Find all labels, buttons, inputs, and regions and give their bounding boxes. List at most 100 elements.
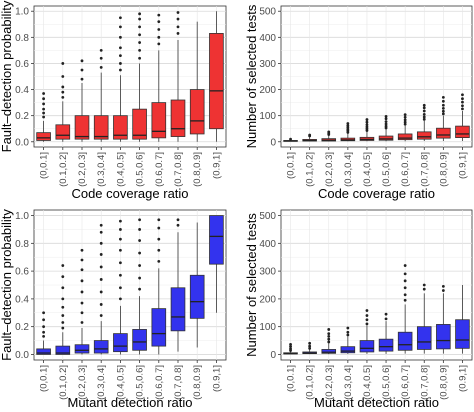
x-tick-label: (0.1,0.2] (305, 365, 316, 400)
outlier-point (384, 120, 388, 124)
x-tick-label: (0.9,1] (457, 152, 468, 179)
outlier-point (346, 330, 350, 334)
outlier-point (138, 25, 142, 29)
outlier-point (138, 218, 142, 222)
outlier-point (99, 265, 103, 269)
outlier-point (365, 318, 369, 322)
box-bl-7 (170, 218, 186, 352)
box-br-4 (359, 309, 375, 354)
outlier-point (384, 122, 388, 126)
x-tick-label: (0.1,0.2] (58, 152, 69, 187)
outlier-point (365, 118, 369, 121)
box-body (359, 340, 375, 353)
box-body (209, 215, 224, 265)
y-tick-label: 500 (259, 211, 276, 222)
box-body (378, 135, 394, 141)
box-br-5 (378, 312, 394, 354)
outlier-point (422, 112, 426, 116)
x-tick-label: (0,0.1] (286, 365, 297, 392)
box-body (55, 124, 71, 140)
x-tick-label: (0.2,0.3] (77, 365, 88, 400)
x-axis-title: Mutant detection ratio (67, 395, 192, 410)
x-tick-label: (0.5,0.6] (135, 152, 146, 187)
outlier-point (441, 103, 445, 107)
x-tick-label: (0.6,0.7] (154, 152, 165, 187)
outlier-point (403, 118, 407, 122)
y-tick-label: 0.6 (15, 267, 29, 278)
outlier-point (61, 314, 65, 317)
outlier-point (365, 322, 369, 326)
box-br-2 (321, 328, 337, 355)
outlier-point (441, 95, 445, 99)
outlier-point (99, 230, 103, 234)
x-tick-label: (0.3,0.4] (96, 152, 107, 187)
box-bl-3 (93, 223, 109, 355)
box-body (36, 348, 51, 355)
box-tr-3 (340, 122, 356, 142)
outlier-point (99, 253, 103, 256)
box-tl-2 (74, 59, 90, 142)
outlier-point (327, 340, 331, 344)
outlier-point (138, 17, 142, 21)
x-tick-label: (0.4,0.5] (115, 365, 126, 400)
outlier-point (157, 20, 161, 24)
outlier-point (119, 68, 122, 72)
box-body (436, 127, 451, 139)
x-tick-label: (0.7,0.8] (419, 152, 430, 187)
x-tick-label: (0.4,0.5] (115, 152, 126, 187)
outlier-point (346, 124, 350, 127)
box-body (397, 133, 413, 141)
x-tick-label: (0.7,0.8] (173, 365, 184, 400)
outlier-point (403, 272, 407, 276)
outlier-point (157, 42, 161, 46)
y-tick-label: 0 (270, 350, 276, 361)
outlier-point (119, 228, 122, 231)
box-body (170, 99, 186, 137)
outlier-point (119, 248, 122, 252)
y-tick-label: 1.0 (15, 211, 29, 222)
outlier-point (441, 109, 445, 113)
outlier-point (138, 56, 142, 60)
outlier-point (176, 25, 180, 29)
x-tick-label: (0,0.1] (39, 152, 50, 179)
box-bl-4 (113, 219, 128, 355)
box-body (151, 102, 167, 139)
box-body (170, 287, 186, 332)
outlier-point (461, 104, 464, 108)
outlier-point (42, 311, 45, 315)
outlier-point (119, 219, 122, 223)
x-axis-title: Mutant detection ratio (314, 395, 439, 410)
y-tick-label: 100 (259, 322, 276, 333)
box-body (151, 308, 167, 347)
box-tr-6 (397, 113, 413, 142)
box-body (436, 324, 451, 350)
outlier-point (61, 297, 65, 301)
y-tick-label: 0.8 (15, 239, 29, 250)
x-tick-label: (0.3,0.4] (343, 152, 354, 187)
x-tick-label: (0.9,1] (211, 365, 222, 392)
x-tick-label: (0.8,0.9] (438, 152, 449, 187)
y-tick-label: 300 (259, 267, 276, 278)
x-tick-label: (0.1,0.2] (58, 365, 69, 400)
outlier-point (289, 347, 292, 351)
outlier-point (42, 97, 45, 101)
outlier-point (138, 228, 142, 231)
outlier-point (403, 286, 407, 290)
x-tick-label: (0.2,0.3] (324, 365, 335, 400)
outlier-point (80, 290, 84, 294)
outlier-point (461, 93, 464, 97)
outlier-point (138, 12, 142, 16)
box-tl-9 (209, 11, 224, 142)
box-body (113, 333, 128, 353)
outlier-point (441, 284, 445, 288)
x-tick-label: (0.6,0.7] (400, 152, 411, 187)
y-tick-label: 200 (259, 85, 276, 96)
box-body (93, 115, 109, 140)
box-bl-8 (189, 222, 205, 348)
box-tr-8 (436, 95, 451, 141)
outlier-point (157, 218, 161, 222)
y-axis-title: Number of selected tests (244, 4, 259, 148)
box-body (74, 344, 90, 354)
box-tr-4 (359, 118, 375, 142)
